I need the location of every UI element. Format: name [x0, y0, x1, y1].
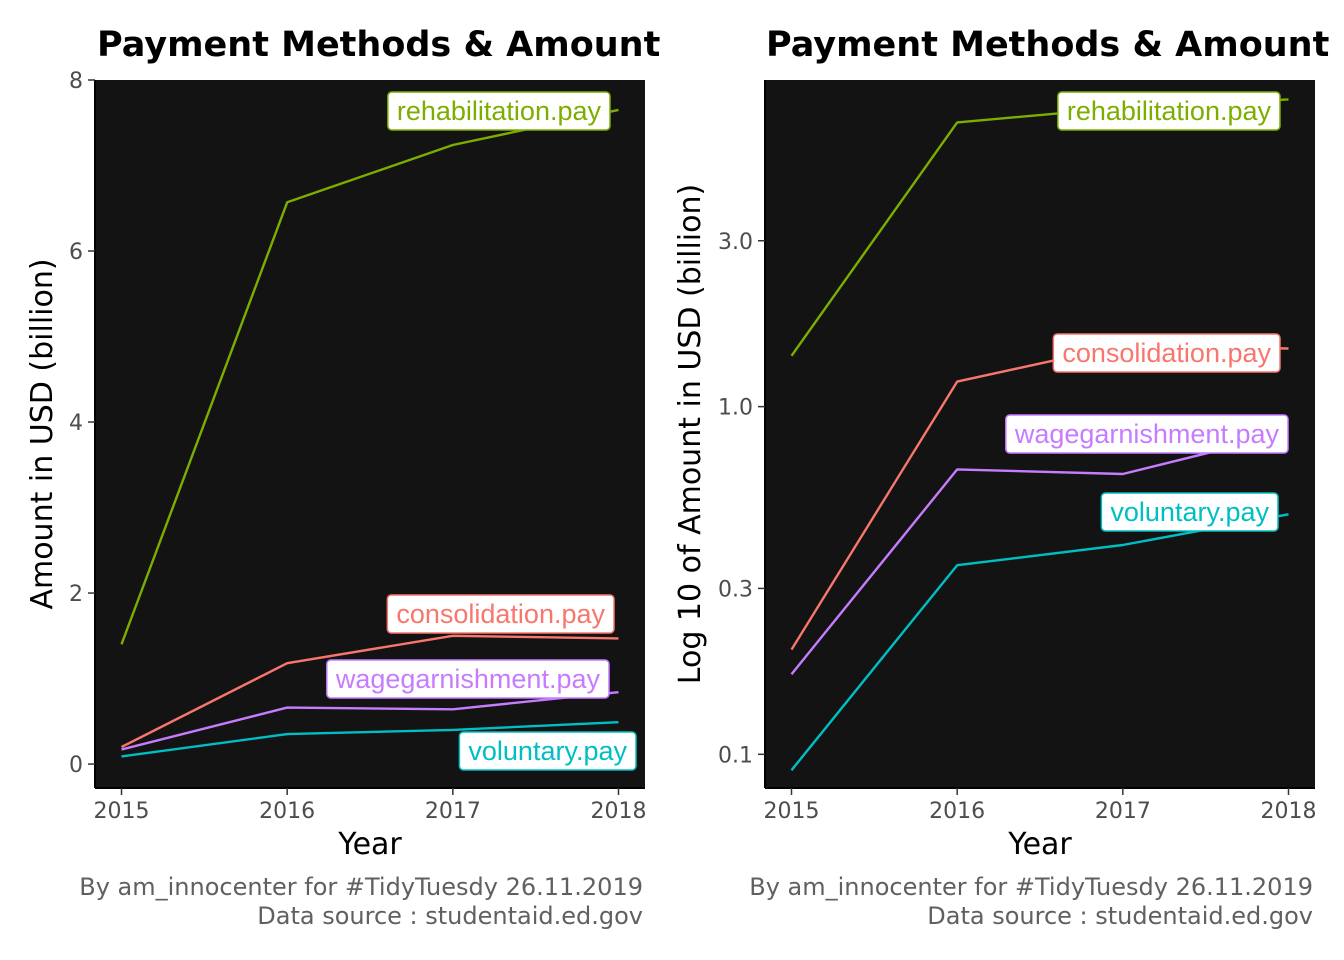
label-box: [1100, 492, 1279, 532]
series-label-consolidation-pay: consolidation.pay: [386, 594, 615, 634]
x-tick-label: 2016: [259, 799, 315, 824]
label-box: [387, 91, 611, 131]
chart-title: Payment Methods & Amount: [766, 25, 1329, 65]
series-label-wagegarnishment-pay: wagegarnishment.pay: [1005, 414, 1289, 454]
series-label-voluntary-pay: voluntary.pay: [1100, 492, 1279, 532]
x-tick-label: 2017: [1095, 799, 1151, 824]
y-axis-title: Amount in USD (billion): [25, 258, 60, 609]
y-tick-label: 8: [69, 69, 83, 94]
series-label-rehabilitation-pay: rehabilitation.pay: [387, 91, 611, 131]
label-text: voluntary.pay: [1110, 497, 1269, 527]
label-box: [326, 659, 610, 699]
y-tick-label: 0.3: [718, 577, 753, 602]
series-line-consolidation-pay: [120, 634, 619, 749]
caption-line: By am_innocenter for #TidyTuesdy 26.11.2…: [79, 873, 643, 901]
y-axis-title: Log 10 of Amount in USD (billion): [673, 184, 708, 684]
series-line-voluntary-pay: [121, 721, 619, 758]
caption-line: By am_innocenter for #TidyTuesdy 26.11.2…: [749, 873, 1313, 901]
x-axis-title: Year: [337, 827, 402, 862]
y-tick-label: 0: [69, 753, 83, 778]
x-tick-label: 2016: [929, 799, 985, 824]
y-tick-label: 3.0: [718, 230, 753, 255]
y-tick-label: 4: [69, 411, 83, 436]
series-label-consolidation-pay: consolidation.pay: [1052, 333, 1281, 373]
y-tick-label: 1.0: [718, 396, 753, 421]
y-tick-label: 2: [69, 582, 83, 607]
y-tick-label: 0.1: [718, 743, 753, 768]
label-text: rehabilitation.pay: [397, 96, 602, 126]
label-box: [1052, 333, 1281, 373]
label-text: wagegarnishment.pay: [335, 664, 601, 694]
label-box: [1057, 91, 1281, 131]
label-text: wagegarnishment.pay: [1014, 419, 1280, 449]
chart-title: Payment Methods & Amount: [97, 25, 660, 65]
label-text: rehabilitation.pay: [1067, 96, 1272, 126]
caption-line: Data source : studentaid.ed.gov: [927, 902, 1313, 930]
x-tick-label: 2015: [94, 799, 150, 824]
label-text: consolidation.pay: [396, 599, 605, 629]
label-text: consolidation.pay: [1062, 338, 1271, 368]
chart-left: Payment Methods & Amount 0 2 4 6 8 2015 2016 201…: [25, 25, 660, 930]
caption-line: Data source : studentaid.ed.gov: [257, 902, 643, 930]
x-tick-label: 2015: [764, 799, 820, 824]
label-box: [386, 594, 615, 634]
x-tick-label: 2018: [590, 799, 646, 824]
series-label-rehabilitation-pay: rehabilitation.pay: [1057, 91, 1281, 131]
x-tick-label: 2017: [425, 799, 481, 824]
label-text: voluntary.pay: [468, 736, 627, 766]
label-box: [458, 731, 637, 771]
series-label-voluntary-pay: voluntary.pay: [458, 731, 637, 771]
chart-right: Payment Methods & Amount 0.1 0.3 1.0 3.0 2015…: [673, 25, 1329, 930]
x-axis-title: Year: [1007, 827, 1072, 862]
x-tick-label: 2018: [1260, 799, 1316, 824]
series-line-wagegarnishment-pay: [121, 691, 619, 751]
y-tick-label: 6: [69, 240, 83, 265]
series-label-wagegarnishment-pay: wagegarnishment.pay: [326, 659, 610, 699]
label-box: [1005, 414, 1289, 454]
